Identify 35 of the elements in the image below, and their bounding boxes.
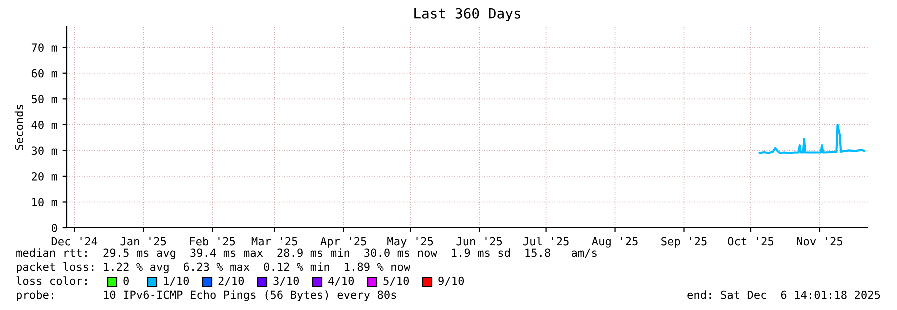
- text: 4/10: [328, 276, 354, 286]
- text: 5/10: [384, 276, 410, 286]
- y-axis-title: Seconds: [14, 105, 24, 150]
- y-tick-label: 50 m: [32, 95, 58, 104]
- y-tick-label: 60 m: [32, 69, 58, 78]
- x-tick-label: Sep '25: [662, 237, 707, 248]
- x-tick-label: Oct '25: [728, 237, 774, 246]
- y-tick-label: 30 m: [32, 146, 58, 156]
- x-tick-label: Dec '24: [52, 237, 98, 246]
- y-tick-label: 10 m: [32, 198, 58, 207]
- chart-title: Last 360 Days: [414, 8, 520, 22]
- x-tick-label: Feb '25: [190, 237, 236, 246]
- x-tick-label: Apr '25: [320, 237, 366, 248]
- y-tick-label: 70 m: [32, 44, 58, 52]
- x-tick-label: Jul '25: [523, 237, 569, 246]
- text: 1/10: [164, 276, 190, 286]
- y-tick-label: 20 m: [32, 172, 58, 181]
- text: 0: [124, 276, 129, 286]
- text: loss color:: [16, 276, 87, 286]
- text: 9/10: [438, 276, 464, 286]
- text: probe: 10 IPv6-ICMP Echo Pings (56 Bytes) every 80s: [17, 290, 396, 302]
- text: packet loss: 1.22 % avg 6.23 % max 0.12 % min 1.89 % now: [17, 262, 411, 274]
- x-tick-label: Aug '25: [592, 237, 638, 248]
- y-tick-label: 0: [52, 224, 58, 232]
- x-tick-label: Mar '25: [252, 237, 298, 246]
- x-tick-label: Nov '25: [797, 237, 842, 246]
- line-series: [758, 124, 866, 154]
- y-tick-label: 40 m: [32, 120, 58, 130]
- x-tick-label: Jun '25: [456, 237, 502, 246]
- text: 3/10: [274, 276, 300, 286]
- x-tick-label: May '25: [388, 237, 434, 248]
- text: 2/10: [218, 276, 244, 286]
- x-tick-label: Jan '25: [120, 237, 166, 246]
- text: median rtt: 29.5 ms avg 39.4 ms max 28.9 ms min 30.0 ms now 1.9 ms sd 15.8 am/s: [16, 248, 597, 260]
- text: end: Sat Dec 6 14:01:18 2025: [688, 290, 880, 300]
